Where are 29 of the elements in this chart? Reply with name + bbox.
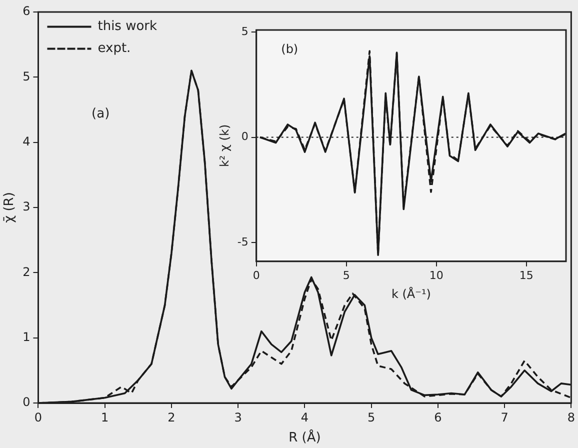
y-tick-label: 6	[22, 4, 30, 18]
legend-label: expt.	[98, 41, 131, 56]
x-tick-label: 7	[500, 410, 508, 424]
x-axis-title: k (Å⁻¹)	[391, 286, 431, 301]
x-tick-label: 6	[434, 410, 442, 424]
x-tick-label: 0	[252, 268, 260, 282]
y-axis-title: k² χ (k)	[217, 124, 232, 168]
x-tick-label: 4	[300, 410, 309, 424]
x-tick-label: 5	[368, 410, 376, 424]
y-tick-label: 4	[22, 134, 30, 148]
y-tick-label: 3	[22, 200, 30, 214]
y-tick-label: 0	[241, 130, 248, 144]
x-axis-title: R (Å)	[288, 428, 321, 446]
annotation: (a)	[92, 106, 110, 122]
y-axis-title: χ̄ (R)	[2, 192, 18, 223]
x-tick-label: 1	[101, 410, 109, 424]
y-tick-label: 5	[22, 69, 30, 84]
annotation: (b)	[281, 42, 298, 56]
x-tick-label: 2	[168, 410, 176, 424]
x-tick-label: 10	[429, 268, 444, 282]
x-tick-label: 5	[342, 268, 350, 282]
x-tick-label: 8	[567, 410, 576, 424]
x-tick-label: 0	[34, 410, 42, 424]
x-tick-label: 15	[519, 268, 534, 282]
y-tick-label: 1	[22, 330, 30, 344]
y-tick-label: 0	[22, 395, 30, 410]
legend-label: this work	[98, 19, 158, 34]
y-tick-label: 5	[241, 24, 248, 38]
y-tick-label: -5	[237, 235, 248, 248]
